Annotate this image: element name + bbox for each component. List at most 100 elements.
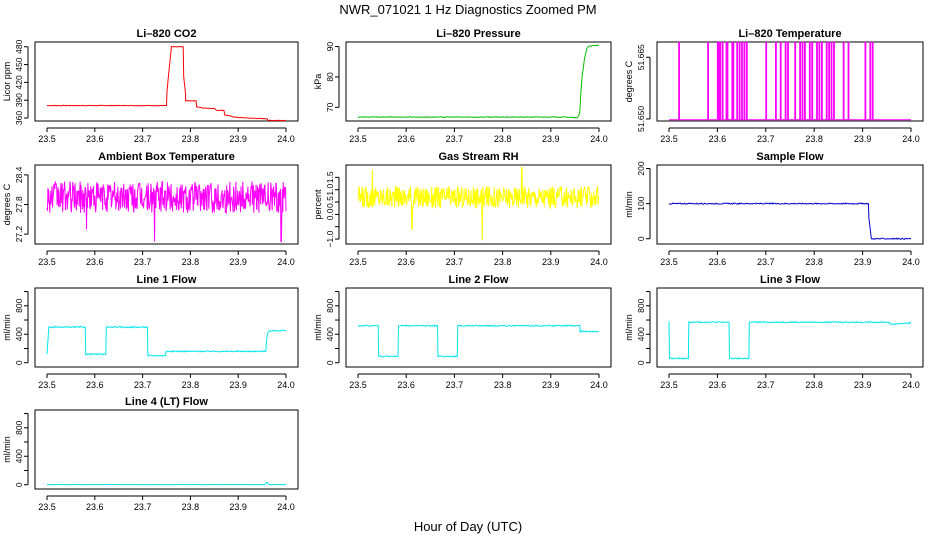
x-tick-label: 23.8: [494, 380, 512, 390]
x-tick-label: 23.6: [397, 134, 415, 144]
panel-title: Gas Stream RH: [438, 151, 518, 163]
x-tick-label: 23.7: [446, 134, 464, 144]
x-tick-label: 24.0: [902, 257, 920, 267]
x-tick-label: 23.9: [229, 257, 247, 267]
series-line: [668, 320, 912, 360]
series-line: [358, 324, 600, 358]
y-tick-label: 800: [14, 420, 24, 434]
x-tick-label: 23.5: [349, 134, 367, 144]
x-tick-label: 23.9: [542, 380, 560, 390]
x-tick-label: 24.0: [277, 502, 295, 512]
y-axis-label: percent: [313, 189, 323, 220]
x-tick-label: 23.6: [86, 380, 104, 390]
x-tick-label: 23.5: [660, 134, 678, 144]
figure-title: NWR_071021 1 Hz Diagnostics Zoomed PM: [339, 2, 596, 17]
y-tick-label: 400: [636, 327, 646, 341]
plot-frame: [656, 41, 924, 122]
series-line: [46, 45, 287, 122]
x-tick-label: 24.0: [902, 380, 920, 390]
x-tick-label: 23.6: [86, 502, 104, 512]
plot-frame: [345, 164, 612, 245]
y-tick-label: 0: [636, 236, 646, 241]
plot-frame: [345, 41, 612, 122]
y-tick-label: 51.650: [636, 106, 646, 132]
y-tick-label: 0: [14, 360, 24, 365]
x-tick-label: 23.9: [542, 257, 560, 267]
x-tick-label: 23.6: [397, 380, 415, 390]
x-tick-label: 23.5: [38, 257, 56, 267]
x-tick-label: 23.7: [757, 380, 775, 390]
panel-title: Line 4 (LT) Flow: [125, 396, 208, 408]
y-axis-label: ml/min: [624, 314, 634, 341]
y-tick-label: 0.5: [325, 196, 335, 208]
panel-title: Li–820 Pressure: [436, 28, 520, 40]
panel-1: Li–820 CO2 23.5 23.6 23.7 23.8 23.9 24.0 360 390…: [2, 28, 299, 144]
x-tick-label: 23.6: [709, 257, 727, 267]
y-tick-label: 90: [325, 42, 335, 52]
panels: Li–820 CO2 23.5 23.6 23.7 23.8 23.9 24.0 360 390…: [2, 28, 924, 512]
y-tick-label: 0: [14, 482, 24, 487]
y-tick-label: 0: [325, 360, 335, 365]
x-tick-label: 23.9: [229, 502, 247, 512]
y-tick-label: 390: [14, 93, 24, 107]
x-tick-label: 23.7: [134, 380, 152, 390]
x-tick-label: 23.7: [757, 134, 775, 144]
x-tick-label: 23.7: [134, 134, 152, 144]
x-tick-label: 23.8: [805, 134, 823, 144]
x-tick-label: 23.5: [660, 380, 678, 390]
y-tick-label: 27.2: [14, 226, 24, 243]
panel-title: Li–820 CO2: [137, 28, 197, 40]
plot-frame: [34, 164, 299, 245]
x-tick-label: 23.8: [494, 134, 512, 144]
y-tick-label: 100: [636, 196, 646, 210]
panel-title: Sample Flow: [756, 151, 824, 163]
y-tick-label: 1.0: [325, 184, 335, 196]
y-axis-label: kPa: [313, 74, 323, 90]
panel-8: Line 2 Flow 23.5 23.6 23.7 23.8 23.9 24.0 0 400 8…: [313, 274, 612, 390]
x-tick-label: 23.7: [134, 257, 152, 267]
panel-9: Line 3 Flow 23.5 23.6 23.7 23.8 23.9 24.0 0 400 8…: [624, 274, 924, 390]
x-tick-label: 23.6: [709, 380, 727, 390]
x-tick-label: 23.9: [854, 257, 872, 267]
y-tick-label: −1.0: [325, 230, 335, 247]
plot-frame: [34, 287, 299, 368]
y-tick-label: 450: [14, 57, 24, 71]
x-tick-label: 23.6: [397, 257, 415, 267]
y-tick-label: 800: [14, 298, 24, 312]
figure-xlabel: Hour of Day (UTC): [414, 519, 522, 534]
y-tick-label: 27.8: [14, 196, 24, 213]
x-tick-label: 23.9: [854, 380, 872, 390]
y-tick-label: 28.4: [14, 166, 24, 183]
x-tick-label: 23.8: [182, 380, 200, 390]
plot-frame: [345, 287, 612, 368]
plot-frame: [34, 41, 299, 122]
y-axis-label: ml/min: [2, 314, 12, 341]
x-tick-label: 23.7: [446, 257, 464, 267]
y-tick-label: 70: [325, 102, 335, 112]
y-axis-label: Licor ppm: [2, 62, 12, 102]
panel-title: Li–820 Temperature: [738, 28, 841, 40]
y-tick-label: 51.665: [636, 44, 646, 70]
x-tick-label: 24.0: [590, 257, 608, 267]
panel-5: Gas Stream RH 23.5 23.6 23.7 23.8 23.9 24.0 −1.…: [313, 151, 612, 267]
x-tick-label: 24.0: [590, 134, 608, 144]
y-tick-label: 0: [636, 360, 646, 365]
y-tick-label: 1.5: [325, 171, 335, 183]
plot-frame: [656, 287, 924, 368]
x-tick-label: 23.7: [134, 502, 152, 512]
x-tick-label: 23.5: [38, 134, 56, 144]
y-axis-label: ml/min: [624, 191, 634, 218]
panel-3: Li–820 Temperature 23.5 23.6 23.7 23.8 23.9 24…: [624, 28, 924, 144]
y-tick-label: 200: [636, 161, 646, 175]
x-tick-label: 23.5: [38, 502, 56, 512]
x-tick-label: 23.8: [182, 502, 200, 512]
panel-title: Line 3 Flow: [760, 274, 820, 286]
y-axis-label: ml/min: [2, 436, 12, 463]
series-line: [357, 44, 600, 119]
panel-7: Line 1 Flow 23.5 23.6 23.7 23.8 23.9 24.0 0 400 8…: [2, 274, 299, 390]
series-line: [46, 325, 287, 358]
series-line: [668, 202, 912, 241]
x-tick-label: 23.6: [709, 134, 727, 144]
y-tick-label: 360: [14, 111, 24, 125]
x-tick-label: 23.5: [38, 380, 56, 390]
